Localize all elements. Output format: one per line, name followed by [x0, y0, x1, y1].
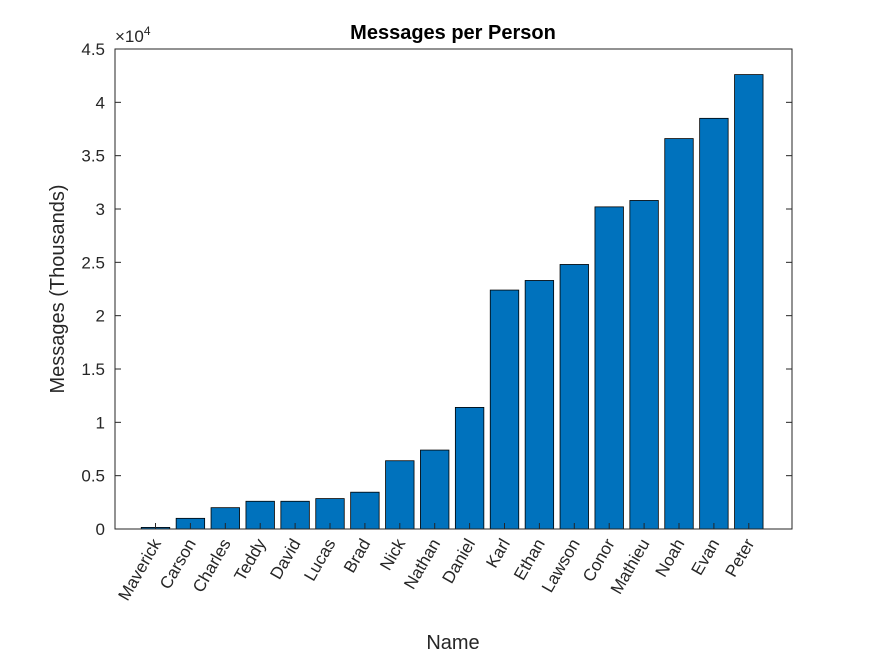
bar-noah	[664, 138, 694, 530]
y-tick-label: 4	[96, 93, 105, 112]
y-tick-label: 3.5	[81, 147, 105, 166]
y-exponent-power: 4	[144, 24, 151, 38]
y-tick-label: 0.5	[81, 467, 105, 486]
bar-evan	[699, 117, 729, 530]
y-tick-label: 0	[96, 520, 105, 539]
axes-box	[114, 48, 793, 530]
y-ticks-group: 0 0.5 1 1.5 2 2.5 3 3.5 4 4.5	[81, 40, 792, 539]
bar-ethan	[524, 280, 555, 530]
y-tick-label: 2.5	[81, 253, 105, 272]
x-axis-label: Name	[426, 632, 479, 654]
bar-peter	[734, 74, 764, 530]
bar-karl	[489, 289, 520, 530]
y-tick-label: 4.5	[81, 40, 105, 59]
bar-mathieu	[629, 200, 659, 530]
y-tick-label: 1.5	[81, 360, 105, 379]
y-tick-label: 1	[96, 413, 105, 432]
y-axis-exponent: ×104	[115, 24, 151, 46]
bar-lawson	[559, 264, 589, 530]
bar-nick	[385, 460, 415, 530]
chart-title: Messages per Person	[350, 22, 556, 44]
y-exponent-base: ×10	[115, 27, 144, 46]
bar-brad	[350, 491, 380, 530]
bar-nathan	[420, 449, 450, 530]
bar-daniel	[454, 406, 485, 530]
y-tick-label: 3	[96, 200, 105, 219]
y-axis-label: Messages (Thousands)	[47, 185, 69, 394]
y-tick-label: 2	[96, 307, 105, 326]
bar-conor	[594, 206, 624, 530]
